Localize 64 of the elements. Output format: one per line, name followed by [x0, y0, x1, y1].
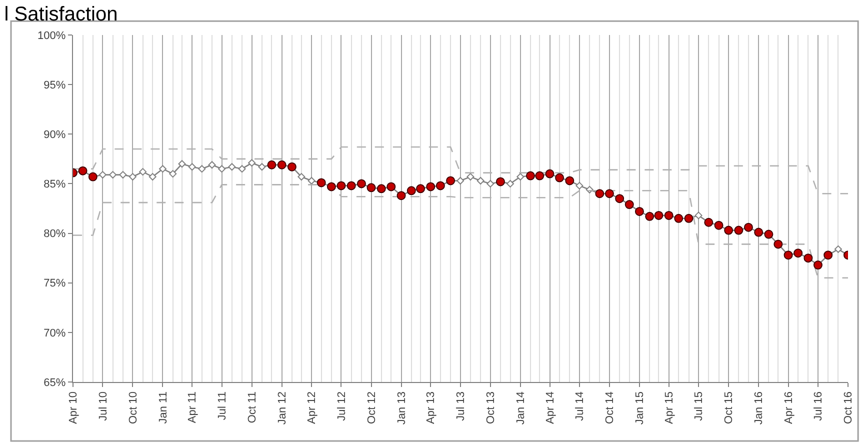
x-tick-label: Jul 12 — [336, 392, 348, 421]
point — [119, 171, 127, 179]
y-tick-label: 90% — [44, 128, 66, 141]
point — [188, 163, 196, 171]
point — [308, 176, 316, 184]
x-tick-label: Apr 16 — [782, 392, 795, 424]
point — [486, 180, 494, 188]
point — [456, 176, 464, 184]
chart-title: l Satisfaction — [4, 4, 118, 26]
x-tick-label: Oct 14 — [604, 392, 616, 424]
point — [208, 161, 216, 169]
x-tick-label: Apr 10 — [68, 392, 80, 424]
y-tick-label: 65% — [44, 376, 66, 389]
x-tick-label: Jul 13 — [454, 392, 467, 421]
x-tick-label: Jul 16 — [812, 392, 825, 421]
x-tick-label: Oct 16 — [842, 392, 855, 424]
point — [834, 245, 842, 253]
x-tick-label: Jan 12 — [276, 392, 288, 425]
point — [128, 173, 136, 181]
y-tick-label: 85% — [44, 178, 66, 191]
point — [178, 160, 186, 168]
point — [258, 163, 266, 171]
x-tick-label: Oct 15 — [723, 392, 736, 424]
x-tick-label: Oct 12 — [366, 392, 378, 424]
point — [466, 173, 474, 181]
point — [218, 165, 226, 173]
y-tick-label: 75% — [44, 278, 66, 290]
y-tick-label: 100% — [38, 30, 66, 42]
x-tick-label: Apr 13 — [425, 392, 438, 424]
point — [228, 163, 236, 171]
x-tick-label: Jan 14 — [514, 392, 527, 425]
point — [109, 171, 117, 179]
x-tick-label: Jan 15 — [634, 392, 646, 425]
x-tick-label: Apr 11 — [186, 392, 199, 424]
point — [298, 173, 306, 181]
x-tick-label: Apr 14 — [544, 392, 556, 424]
point — [158, 165, 166, 173]
point — [198, 165, 206, 173]
point — [98, 171, 106, 179]
x-tick-label: Oct 13 — [484, 392, 497, 424]
point — [516, 173, 524, 181]
point — [139, 168, 147, 176]
x-tick-label: Jan 16 — [753, 392, 766, 425]
x-tick-label: Jul 10 — [97, 392, 110, 421]
point — [506, 180, 514, 188]
point — [576, 182, 584, 190]
x-tick-label: Jan 13 — [396, 392, 408, 425]
x-tick-label: Jul 11 — [216, 392, 228, 420]
point — [694, 212, 702, 220]
y-tick-label: 95% — [44, 79, 66, 92]
x-tick-label: Jul 14 — [574, 392, 586, 421]
x-tick-label: Oct 11 — [246, 392, 258, 424]
y-tick-label: 70% — [44, 327, 66, 340]
point — [148, 173, 156, 181]
point — [248, 159, 256, 167]
point — [238, 165, 246, 173]
x-tick-label: Apr 12 — [306, 392, 318, 424]
x-tick-label: Jan 11 — [157, 392, 170, 424]
point — [169, 170, 177, 178]
x-tick-label: Apr 15 — [663, 392, 676, 424]
point — [476, 176, 484, 184]
y-tick-label: 80% — [44, 228, 66, 240]
x-tick-label: Oct 10 — [127, 392, 140, 424]
x-tick-label: Jul 15 — [693, 392, 706, 421]
